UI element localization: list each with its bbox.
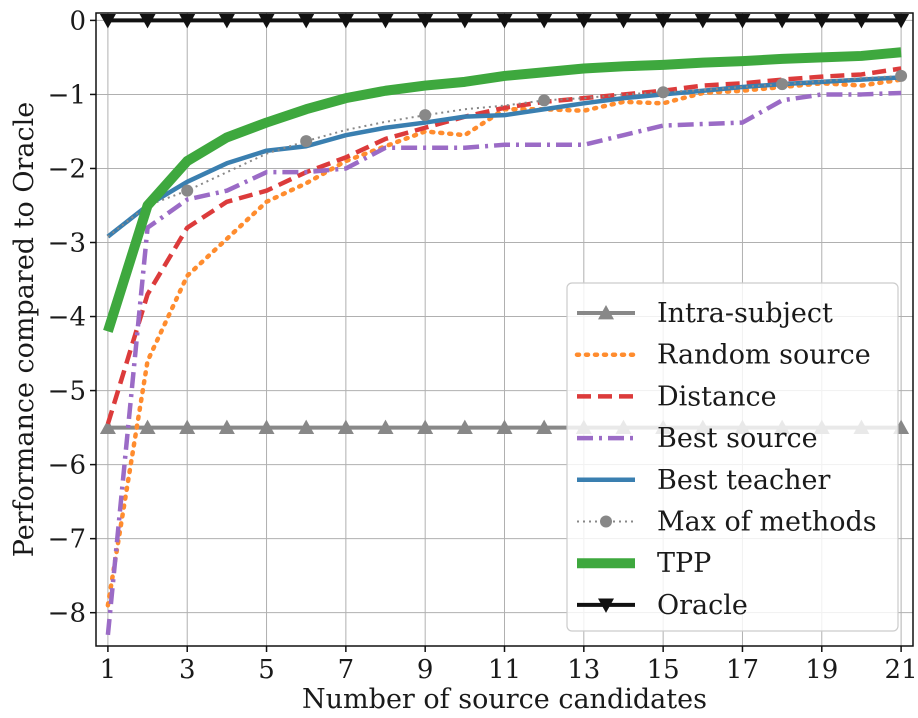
y-tick-label: −4 bbox=[48, 303, 86, 333]
legend-item: Oracle bbox=[577, 590, 748, 621]
legend-label: Best source bbox=[657, 423, 818, 454]
data-point bbox=[536, 14, 553, 29]
data-point bbox=[337, 14, 354, 29]
legend-marker bbox=[598, 598, 614, 613]
series-line bbox=[103, 47, 902, 333]
data-point bbox=[99, 419, 116, 434]
legend-label: Max of methods bbox=[657, 507, 877, 538]
y-axis-label: Performance compared to Oracle bbox=[9, 102, 40, 557]
legend-label: Random source bbox=[657, 340, 871, 371]
legend-item: Intra-subject bbox=[577, 298, 833, 329]
legend-item: Distance bbox=[577, 381, 777, 412]
data-point bbox=[853, 14, 870, 29]
legend-label: Best teacher bbox=[657, 465, 831, 496]
data-point bbox=[496, 419, 513, 434]
series-distance bbox=[105, 66, 902, 425]
x-tick-label: 7 bbox=[338, 655, 355, 685]
y-tick-label: −3 bbox=[48, 229, 86, 259]
data-point bbox=[337, 419, 354, 434]
series-best-source bbox=[105, 90, 902, 636]
series-line bbox=[105, 90, 902, 636]
data-point bbox=[538, 94, 551, 107]
data-point bbox=[813, 14, 830, 29]
data-point bbox=[300, 135, 313, 148]
data-point bbox=[419, 109, 432, 122]
x-tick-label: 1 bbox=[100, 655, 117, 685]
legend-marker bbox=[598, 305, 614, 320]
data-point bbox=[139, 419, 156, 434]
data-point bbox=[179, 419, 196, 434]
data-point bbox=[575, 14, 592, 29]
data-point bbox=[377, 14, 394, 29]
y-tick-label: −7 bbox=[48, 525, 86, 555]
series-best-teacher bbox=[106, 75, 902, 239]
data-point bbox=[536, 419, 553, 434]
data-point bbox=[776, 78, 789, 91]
data-point bbox=[258, 14, 275, 29]
series-tpp bbox=[103, 47, 902, 333]
series-line bbox=[106, 75, 902, 239]
data-point bbox=[99, 14, 116, 29]
data-point bbox=[218, 419, 235, 434]
data-point bbox=[496, 14, 513, 29]
data-point bbox=[298, 14, 315, 29]
data-point bbox=[417, 14, 434, 29]
data-point bbox=[456, 14, 473, 29]
y-tick-label: 0 bbox=[69, 6, 86, 36]
series-oracle bbox=[99, 14, 910, 29]
y-tick-label: −2 bbox=[48, 154, 86, 184]
y-axis-ticks: 0 −1 −2 −3 −4 −5 −6 −7 −8 bbox=[48, 6, 96, 629]
data-point bbox=[734, 14, 751, 29]
legend-label: TPP bbox=[657, 548, 711, 579]
series-max-of-methods bbox=[107, 69, 908, 238]
legend-item: Best teacher bbox=[577, 465, 831, 496]
data-point bbox=[895, 69, 908, 82]
data-point bbox=[774, 14, 791, 29]
legend-label: Intra-subject bbox=[657, 298, 833, 329]
data-point bbox=[893, 14, 910, 29]
x-tick-label: 13 bbox=[567, 655, 600, 685]
data-point bbox=[377, 419, 394, 434]
data-point bbox=[298, 419, 315, 434]
x-tick-label: 3 bbox=[179, 655, 196, 685]
legend-label: Oracle bbox=[657, 590, 748, 621]
data-point bbox=[655, 14, 672, 29]
y-tick-label: −1 bbox=[48, 80, 86, 110]
series-line bbox=[107, 74, 902, 238]
legend-item: Max of methods bbox=[577, 507, 877, 538]
data-point bbox=[456, 419, 473, 434]
data-point bbox=[218, 14, 235, 29]
data-point bbox=[417, 419, 434, 434]
data-point bbox=[179, 14, 196, 29]
plot-series bbox=[99, 14, 910, 636]
data-point bbox=[615, 14, 632, 29]
x-axis-label: Number of source candidates bbox=[302, 684, 707, 713]
data-point bbox=[258, 419, 275, 434]
x-tick-label: 17 bbox=[726, 655, 759, 685]
y-tick-label: −5 bbox=[48, 377, 86, 407]
data-point bbox=[139, 14, 156, 29]
data-point bbox=[181, 184, 194, 197]
legend-box bbox=[566, 282, 899, 632]
y-tick-label: −6 bbox=[48, 451, 86, 481]
legend-label: Distance bbox=[657, 381, 777, 412]
legend-item: Best source bbox=[577, 423, 818, 454]
legend: Intra-subject Random source Distance Best s… bbox=[566, 282, 899, 632]
y-tick-label: −8 bbox=[48, 599, 86, 629]
x-tick-label: 15 bbox=[647, 655, 680, 685]
x-tick-label: 19 bbox=[805, 655, 838, 685]
x-tick-label: 11 bbox=[488, 655, 521, 685]
x-tick-label: 5 bbox=[258, 655, 275, 685]
legend-marker bbox=[600, 515, 612, 528]
legend-item: Random source bbox=[574, 340, 871, 371]
series-line bbox=[105, 66, 902, 425]
data-point bbox=[694, 14, 711, 29]
data-point bbox=[657, 86, 670, 99]
x-axis-ticks: 1 3 5 7 9 11 13 15 17 19 21 bbox=[100, 646, 918, 685]
legend-item: TPP bbox=[577, 548, 711, 579]
x-tick-label: 21 bbox=[885, 655, 918, 685]
x-tick-label: 9 bbox=[417, 655, 434, 685]
